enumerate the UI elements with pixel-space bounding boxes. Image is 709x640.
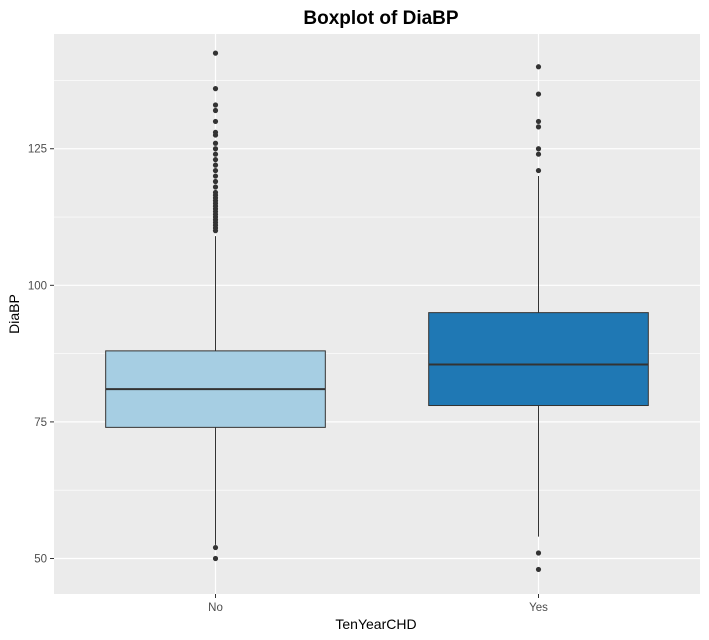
outlier-point [212, 140, 219, 146]
y-axis-title: DiaBP [6, 294, 22, 334]
outlier-point [535, 146, 542, 152]
x-tick-label: Yes [529, 602, 548, 614]
box-no [105, 50, 326, 562]
y-tick-label: 125 [28, 144, 47, 156]
outlier-point [535, 151, 542, 157]
outlier-point [212, 118, 219, 125]
outlier-point [535, 550, 542, 556]
outlier-point [212, 184, 219, 190]
x-axis: No Yes [208, 594, 548, 614]
outlier-point [212, 178, 219, 185]
outlier-point [212, 107, 219, 114]
outlier-point [212, 50, 219, 56]
box-yes [428, 64, 649, 573]
y-tick-label: 50 [34, 553, 47, 565]
outlier-point [212, 555, 219, 562]
iqr-box [428, 312, 649, 407]
x-axis-title: TenYearCHD [335, 616, 416, 632]
y-axis: 50 75 100 125 [28, 144, 54, 565]
outlier-point [212, 167, 219, 174]
outlier-point [535, 91, 542, 97]
y-tick-label: 75 [34, 417, 47, 429]
outlier-point [212, 157, 219, 163]
outlier-point [212, 162, 219, 168]
chart-title: Boxplot of DiaBP [303, 8, 458, 29]
outlier-point [212, 173, 219, 179]
outlier-point [535, 118, 542, 125]
outlier-point [535, 167, 542, 174]
outlier-point [212, 86, 219, 92]
outlier-point [212, 146, 219, 152]
boxes [105, 50, 649, 573]
outlier-point [535, 64, 542, 70]
y-tick-label: 100 [28, 280, 47, 292]
x-tick-label: No [208, 602, 223, 614]
outlier-point [212, 102, 219, 108]
outlier-point [212, 129, 219, 135]
outlier-point [212, 151, 219, 157]
outlier-point [535, 124, 542, 130]
outlier-point [212, 189, 219, 196]
outlier-point [212, 544, 219, 551]
outlier-point [535, 566, 542, 573]
